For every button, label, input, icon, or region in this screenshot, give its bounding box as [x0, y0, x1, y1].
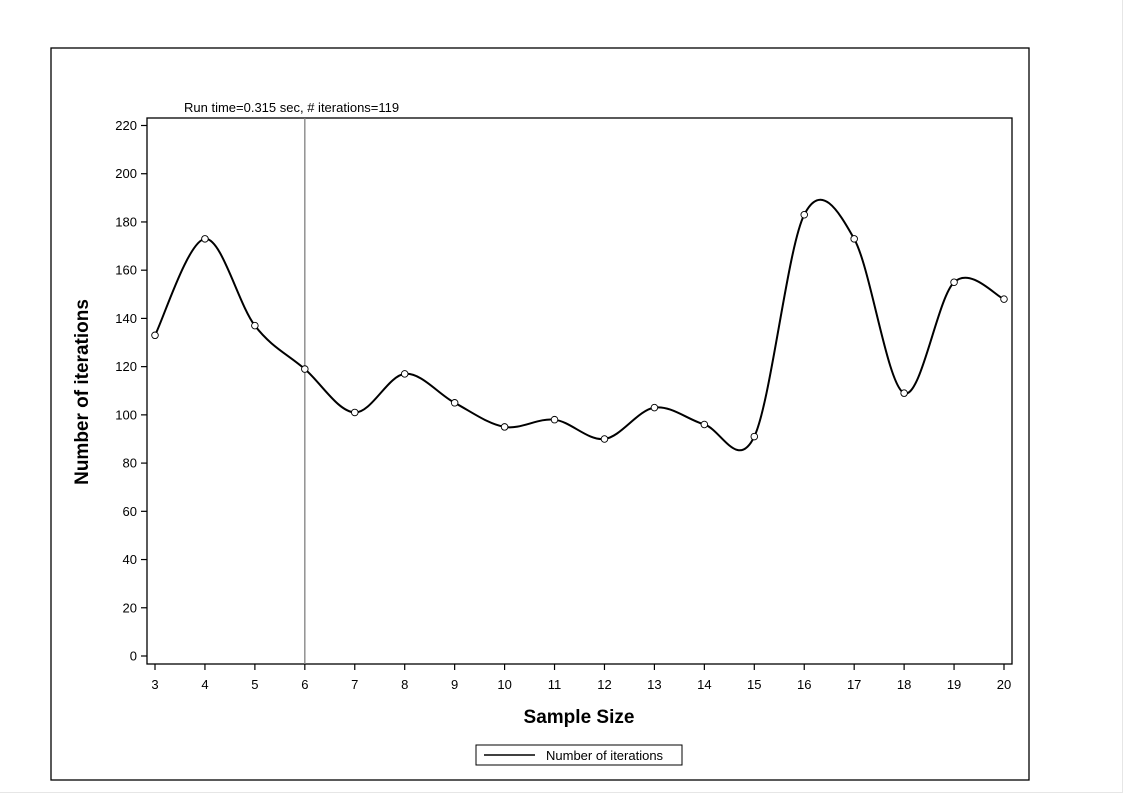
y-tick-label: 20	[123, 600, 137, 615]
x-tick-label: 18	[897, 677, 911, 692]
series-line	[154, 198, 1005, 452]
x-tick-label: 14	[697, 677, 711, 692]
x-tick-label: 15	[747, 677, 761, 692]
x-axis: 3 4 5 6 7 8 9 10 11 12 13 14 15 16 17 18 19 20	[151, 664, 1011, 692]
legend: Number of iterations	[475, 744, 683, 766]
data-point	[650, 403, 659, 412]
x-tick-label: 11	[548, 677, 562, 692]
data-point	[500, 423, 509, 431]
x-tick-label: 12	[597, 677, 611, 692]
data-point	[750, 432, 759, 441]
y-tick-label: 160	[115, 263, 137, 278]
data-point	[351, 408, 359, 417]
x-tick-label: 5	[251, 677, 258, 692]
y-tick-label: 100	[115, 407, 137, 422]
run-time-annotation: Run time=0.315 sec, # iterations=119	[184, 100, 399, 115]
data-point	[251, 321, 259, 330]
y-tick-label: 200	[115, 166, 137, 181]
x-tick-label: 13	[647, 677, 661, 692]
x-tick-label: 9	[451, 677, 458, 692]
data-point	[950, 278, 958, 286]
y-axis: 0 20 40 60 80 100 120 140 160 180 200 220	[115, 118, 147, 664]
x-tick-label: 6	[301, 677, 308, 692]
data-point	[450, 399, 459, 407]
data-point	[900, 389, 908, 397]
x-tick-label: 10	[497, 677, 511, 692]
x-tick-label: 20	[997, 677, 1011, 692]
y-tick-label: 0	[130, 649, 137, 664]
y-tick-label: 180	[115, 214, 137, 229]
plot-area	[146, 117, 1013, 665]
x-tick-label: 7	[351, 677, 358, 692]
x-tick-label: 16	[797, 677, 811, 692]
x-tick-label: 17	[847, 677, 861, 692]
data-point	[301, 365, 309, 373]
data-point	[800, 210, 808, 219]
y-tick-label: 40	[123, 552, 137, 567]
y-tick-label: 140	[115, 311, 137, 326]
y-tick-label: 220	[115, 118, 137, 133]
y-axis-title: Number of iterations	[72, 299, 93, 485]
x-tick-label: 8	[401, 677, 408, 692]
data-point	[1000, 295, 1008, 303]
series-markers	[151, 210, 1008, 443]
data-point	[151, 331, 159, 340]
legend-label: Number of iterations	[546, 748, 664, 763]
data-point	[550, 415, 559, 424]
data-point	[850, 235, 858, 243]
y-tick-label: 120	[115, 359, 137, 374]
x-tick-label: 3	[151, 677, 158, 692]
x-tick-label: 19	[947, 677, 961, 692]
data-point	[201, 235, 209, 243]
data-point	[600, 435, 609, 443]
y-tick-label: 60	[123, 504, 137, 519]
data-point	[700, 420, 709, 429]
y-tick-label: 80	[123, 456, 137, 471]
legend-box	[475, 744, 683, 766]
x-axis-title: Sample Size	[524, 707, 635, 728]
x-tick-label: 4	[201, 677, 208, 692]
chart-outer-frame	[50, 47, 1030, 781]
data-point	[400, 370, 409, 378]
